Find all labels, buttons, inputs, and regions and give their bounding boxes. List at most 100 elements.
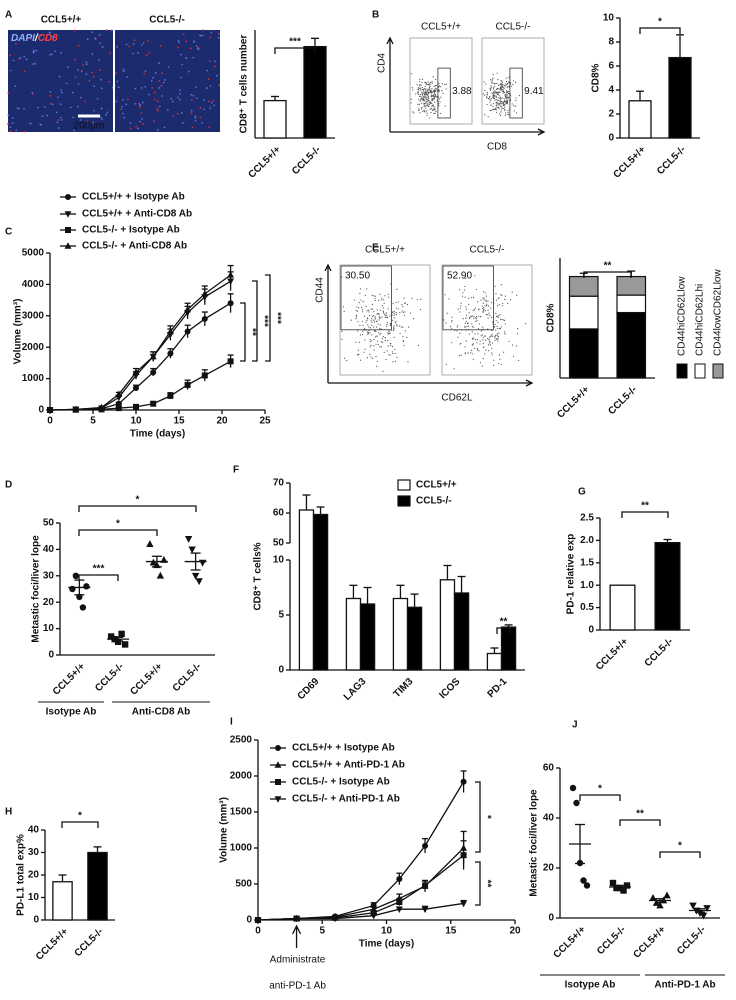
- event-dot: [382, 311, 385, 313]
- stain-speck: [54, 50, 57, 53]
- event-dot: [470, 297, 473, 299]
- y-tick-label: 70: [273, 478, 285, 489]
- x-tick-label: 0: [255, 926, 261, 937]
- stain-speck: [218, 84, 221, 87]
- stain-speck: [209, 84, 212, 87]
- event-dot: [403, 344, 405, 346]
- data-point: [191, 572, 200, 580]
- data-point: [132, 368, 140, 376]
- x-tick-label: TIM3: [392, 676, 416, 700]
- event-dot: [477, 301, 479, 303]
- event-dot: [495, 91, 497, 93]
- event-dot: [376, 309, 378, 311]
- event-dot: [383, 351, 385, 353]
- event-dot: [389, 332, 391, 334]
- event-dot: [496, 102, 499, 104]
- event-dot: [482, 339, 484, 341]
- event-dot: [495, 299, 497, 301]
- event-dot: [396, 356, 398, 358]
- event-dot: [496, 316, 498, 318]
- event-dot: [507, 113, 509, 115]
- y-tick-label: 10: [43, 623, 55, 634]
- event-dot: [380, 328, 382, 330]
- event-dot: [481, 334, 483, 336]
- stain-speck: [158, 62, 160, 64]
- x-tick-label: CCL5+/+: [128, 661, 165, 698]
- event-dot: [435, 78, 437, 81]
- stain-speck: [179, 89, 182, 92]
- stain-speck: [77, 83, 80, 86]
- stain-speck: [99, 69, 101, 72]
- stain-speck: [96, 97, 99, 100]
- event-dot: [511, 291, 513, 293]
- event-dot: [504, 98, 506, 100]
- event-dot: [499, 98, 501, 100]
- data-point: [422, 882, 429, 889]
- gate: [340, 265, 392, 331]
- stain-speck: [185, 57, 188, 59]
- event-dot: [473, 315, 475, 317]
- event-dot: [359, 324, 361, 327]
- y-axis-label: CD8⁺ T cells%: [253, 542, 264, 610]
- stain-speck: [25, 58, 28, 61]
- stain-speck: [207, 100, 210, 103]
- event-dot: [451, 321, 453, 323]
- data-point: [395, 906, 403, 913]
- event-dot: [373, 311, 375, 313]
- bar-segment: [568, 295, 599, 330]
- event-dot: [393, 314, 395, 316]
- event-dot: [480, 335, 482, 337]
- event-dot: [429, 81, 432, 84]
- event-dot: [367, 324, 369, 326]
- x-tick-label: CCL5+/+: [594, 636, 631, 673]
- significance-label: **: [604, 261, 612, 272]
- stain-speck: [101, 46, 104, 48]
- axis-arrow: [386, 36, 394, 132]
- stain-speck: [26, 35, 28, 37]
- event-dot: [343, 357, 346, 359]
- event-dot: [435, 110, 437, 112]
- event-dot: [482, 311, 484, 313]
- event-dot: [486, 94, 488, 96]
- data-point: [227, 271, 235, 278]
- plot-label: CCL5-/-: [495, 22, 530, 33]
- event-dot: [417, 91, 419, 93]
- stain-speck: [213, 104, 216, 107]
- event-dot: [431, 99, 433, 101]
- event-dot: [490, 335, 492, 338]
- event-dot: [507, 303, 509, 305]
- event-dot: [498, 104, 501, 106]
- event-dot: [483, 308, 485, 310]
- event-dot: [480, 299, 482, 301]
- event-dot: [381, 341, 384, 343]
- significance-label: ***: [93, 564, 105, 575]
- event-dot: [380, 341, 382, 343]
- x-tick-label: CCL5-/-: [643, 636, 676, 669]
- stain-speck: [161, 95, 163, 97]
- data-point: [649, 894, 657, 901]
- event-dot: [373, 349, 375, 351]
- event-dot: [506, 102, 509, 104]
- x-tick-label: CCL5+/+: [247, 144, 284, 181]
- event-dot: [365, 321, 367, 323]
- stain-speck: [176, 112, 179, 115]
- stain-speck: [202, 29, 205, 32]
- event-dot: [427, 99, 429, 101]
- bar: [486, 652, 503, 671]
- event-dot: [359, 288, 362, 290]
- event-dot: [423, 110, 425, 112]
- stain-speck: [190, 93, 192, 96]
- event-dot: [383, 312, 385, 315]
- flow-plot: [409, 37, 473, 125]
- stain-speck: [199, 106, 202, 109]
- x-tick-label: CCL5-/-: [675, 924, 708, 957]
- stain-speck: [7, 123, 9, 125]
- stain-speck: [32, 51, 35, 54]
- event-dot: [374, 315, 376, 317]
- event-dot: [457, 324, 459, 327]
- event-dot: [488, 338, 490, 340]
- event-dot: [451, 319, 453, 322]
- event-dot: [383, 299, 385, 301]
- stain-speck: [74, 75, 77, 78]
- panel-label: F: [233, 465, 239, 476]
